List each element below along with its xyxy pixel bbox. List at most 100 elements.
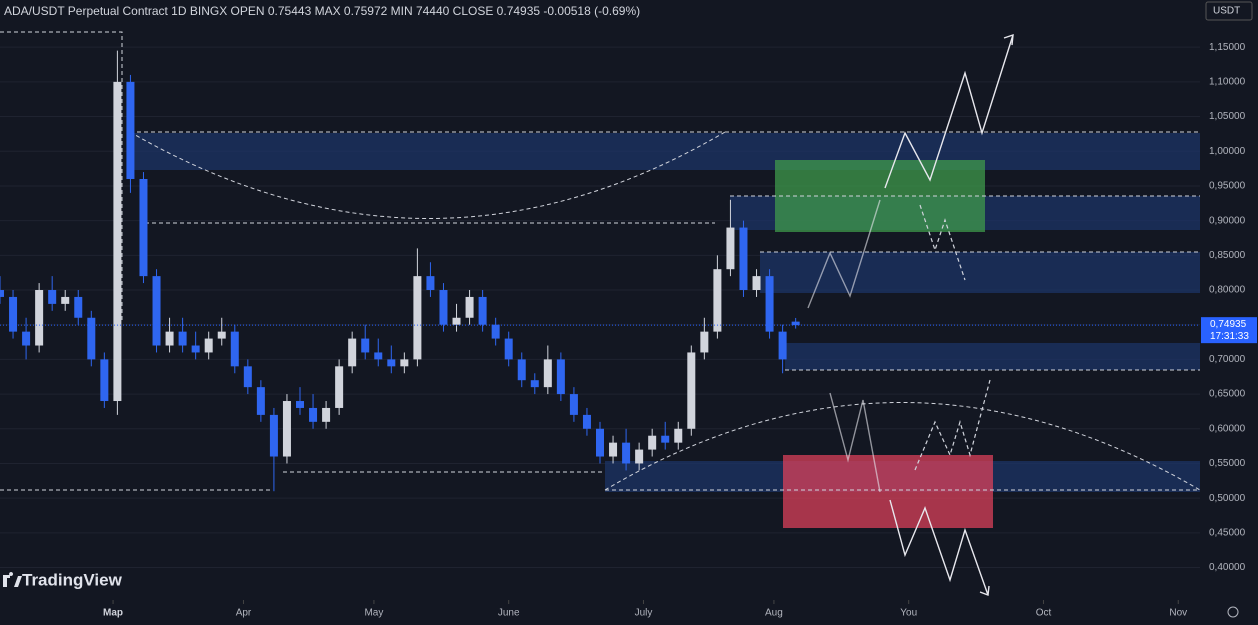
candle-body — [700, 331, 709, 353]
projection — [884, 34, 1014, 189]
y-tick-label: 0,85000 — [1209, 250, 1246, 261]
candle-body — [178, 331, 187, 346]
candle-body — [217, 331, 226, 339]
countdown: 17:31:33 — [1210, 331, 1249, 342]
zone — [785, 343, 1200, 370]
currency-button[interactable] — [1205, 1, 1253, 21]
candle-body — [100, 359, 109, 402]
candle-body — [48, 290, 57, 304]
candle-body — [674, 428, 683, 443]
x-tick-label: Nov — [1169, 608, 1187, 619]
candle-body — [517, 359, 526, 381]
candle-body — [204, 338, 213, 353]
candle-body — [661, 435, 670, 443]
candle-body — [191, 345, 200, 353]
candle-body — [256, 387, 265, 415]
y-tick-label: 0,70000 — [1209, 354, 1246, 365]
candle-body — [465, 296, 474, 318]
settings[interactable] — [1227, 606, 1239, 618]
projection — [829, 392, 881, 493]
y-tick-label: 0,50000 — [1209, 493, 1246, 504]
candle-body — [165, 331, 174, 346]
candle-body — [452, 317, 461, 325]
last-price-box — [1201, 317, 1257, 344]
arc — [604, 402, 1201, 491]
arrow-head — [979, 585, 990, 596]
candle-body — [439, 290, 448, 325]
header: ADA/USDT Perpetual Contract 1D BINGX OPE… — [4, 4, 640, 18]
candle-body — [791, 321, 800, 326]
candle-body — [335, 366, 344, 408]
candle-body — [243, 366, 252, 388]
level-line — [0, 31, 123, 320]
candle-body — [61, 296, 70, 304]
candle-body — [400, 359, 409, 367]
candle-body — [387, 359, 396, 367]
y-tick-label: 0,65000 — [1209, 389, 1246, 400]
y-tick-label: 0,45000 — [1209, 527, 1246, 538]
price-axis — [1200, 0, 1258, 625]
candle-body — [635, 449, 644, 464]
candle-body — [413, 276, 422, 360]
projection — [889, 499, 989, 596]
arc — [129, 131, 726, 219]
x-tick-label: June — [498, 608, 520, 619]
y-tick-label: 0,95000 — [1209, 181, 1246, 192]
candle-body — [569, 394, 578, 415]
candle-body — [230, 331, 239, 367]
x-tick-label: July — [635, 608, 653, 619]
candle-body — [22, 331, 31, 346]
candle-body — [687, 352, 696, 429]
x-tick-label: Aug — [765, 608, 783, 619]
projection — [919, 204, 966, 281]
y-tick-label: 1,00000 — [1209, 146, 1246, 157]
candle-body — [543, 359, 552, 388]
candle-body — [374, 352, 383, 360]
candle-body — [126, 81, 135, 180]
y-tick-label: 0,40000 — [1209, 562, 1246, 573]
y-tick-label: 1,10000 — [1209, 77, 1246, 88]
projection — [807, 199, 881, 309]
candle-body — [622, 442, 631, 464]
zone — [760, 252, 1200, 293]
x-tick-label: Apr — [236, 608, 252, 619]
candle-body — [726, 227, 735, 270]
candle-body — [739, 227, 748, 291]
candle-body — [74, 296, 83, 318]
x-tick-label: Map — [103, 608, 123, 619]
zone — [130, 133, 1200, 170]
logo-icon — [3, 572, 22, 587]
y-tick-label: 0,80000 — [1209, 285, 1246, 296]
x-tick-label: Oct — [1036, 608, 1052, 619]
candle-body — [596, 428, 604, 457]
y-tick-label: 0,90000 — [1209, 215, 1246, 226]
candle-body — [491, 324, 500, 339]
candle-body — [9, 296, 18, 332]
y-tick-label: 0,60000 — [1209, 423, 1246, 434]
candle-body — [778, 331, 787, 360]
candle-body — [322, 407, 331, 422]
candle-body — [713, 269, 722, 332]
y-tick-label: 1,15000 — [1209, 42, 1246, 53]
candle-body — [361, 338, 370, 353]
candle-body — [530, 380, 539, 388]
candle-body — [113, 81, 122, 402]
candle-body — [139, 179, 148, 277]
currency[interactable]: USDT — [1213, 6, 1240, 17]
candle-body — [609, 442, 618, 457]
candles — [0, 50, 800, 492]
candle-body — [582, 414, 591, 429]
candle-body — [35, 290, 44, 346]
candle-body — [309, 407, 318, 422]
candle-body — [426, 276, 435, 291]
y-tick-label: 1,05000 — [1209, 111, 1246, 122]
logo: TradingView — [22, 570, 123, 589]
arrow-head — [1003, 33, 1014, 46]
candle-body — [765, 276, 774, 332]
candle-body — [152, 276, 161, 346]
candle-body — [648, 435, 657, 450]
y-tick-label: 0,55000 — [1209, 458, 1246, 469]
candle-body — [348, 338, 357, 367]
